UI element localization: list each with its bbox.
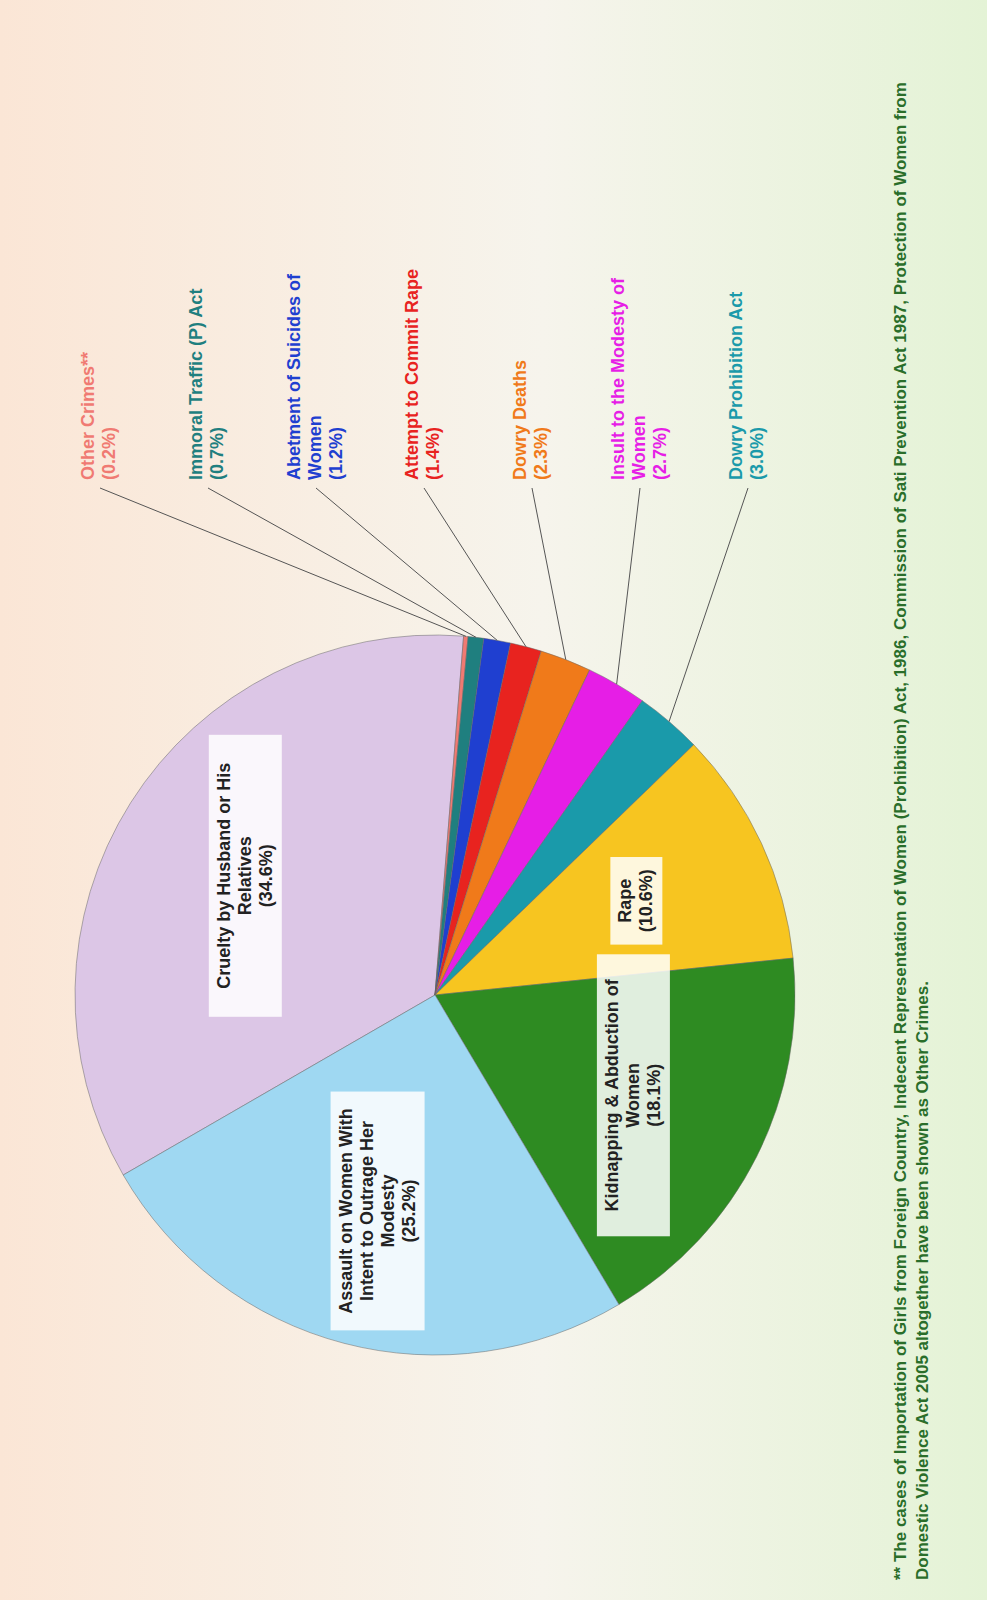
svg-text:Immoral Traffic (P) Act(0.7%): Immoral Traffic (P) Act(0.7%) xyxy=(186,289,227,480)
svg-text:Kidnapping & Abduction ofWomen: Kidnapping & Abduction ofWomen(18.1%) xyxy=(602,978,664,1211)
svg-text:Dowry Prohibition Act(3.0%): Dowry Prohibition Act(3.0%) xyxy=(726,292,767,480)
svg-text:Dowry Deaths(2.3%): Dowry Deaths(2.3%) xyxy=(510,360,551,480)
svg-text:Attempt to Commit Rape(1.4%): Attempt to Commit Rape(1.4%) xyxy=(402,269,443,480)
svg-text:Rape(10.6%): Rape(10.6%) xyxy=(615,869,656,932)
svg-text:Cruelty by Husband or HisRelat: Cruelty by Husband or HisRelatives(34.6%… xyxy=(214,763,276,989)
html-text:** The cases of Importation of: ** The cases of Importation of Girls fro… xyxy=(891,82,932,1580)
svg-text:Assault on Women WithIntent to: Assault on Women WithIntent to Outrage H… xyxy=(336,1108,419,1314)
svg-text:Other Crimes**(0.2%): Other Crimes**(0.2%) xyxy=(78,352,119,480)
svg-text:Insult to the Modesty ofWomen(: Insult to the Modesty ofWomen(2.7%) xyxy=(608,277,670,480)
svg-text:Abetment of Suicides ofWomen(1: Abetment of Suicides ofWomen(1.2%) xyxy=(284,273,346,480)
